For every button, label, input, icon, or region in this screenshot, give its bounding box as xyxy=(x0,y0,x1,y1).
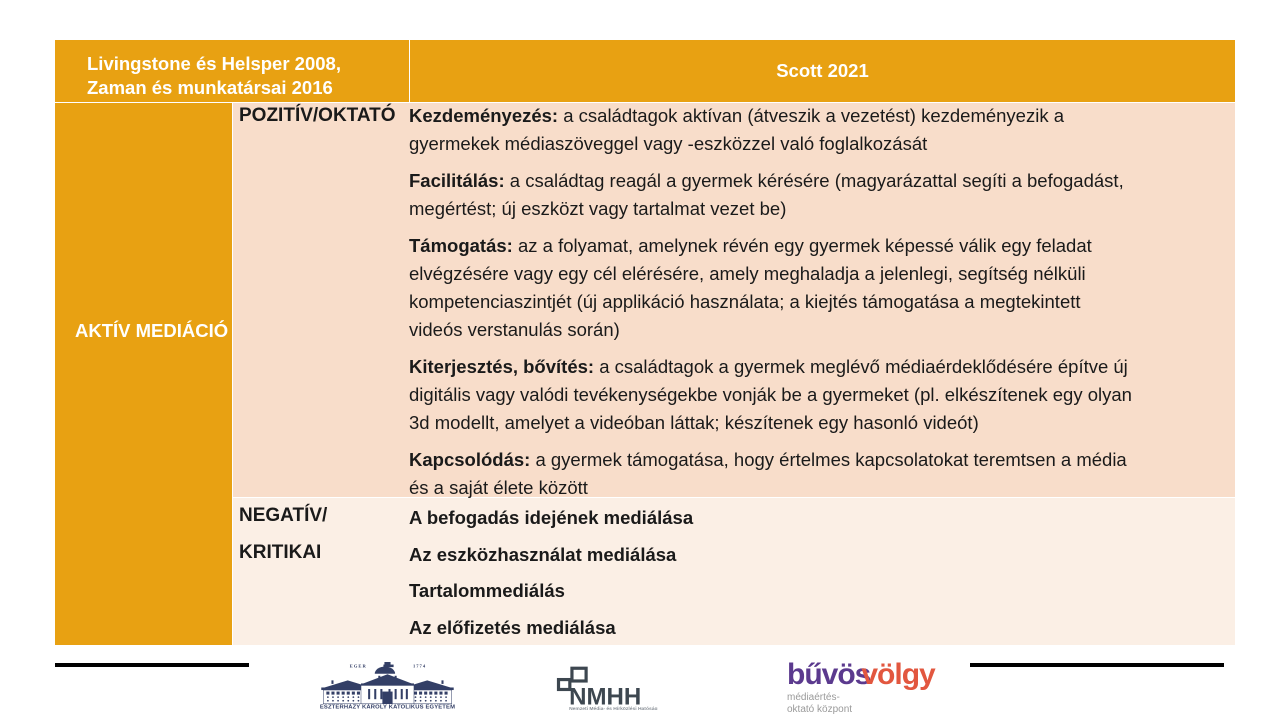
svg-text:1774: 1774 xyxy=(413,664,426,669)
svg-text:EGER: EGER xyxy=(350,664,367,669)
svg-text:Nemzeti Média- és Hírközlési H: Nemzeti Média- és Hírközlési Hatóság xyxy=(569,706,657,710)
svg-text:ESZTERHÁZY KÁROLY KATOLIKUS EG: ESZTERHÁZY KÁROLY KATOLIKUS EGYETEM xyxy=(320,703,455,709)
svg-text:NMHH: NMHH xyxy=(569,683,641,710)
